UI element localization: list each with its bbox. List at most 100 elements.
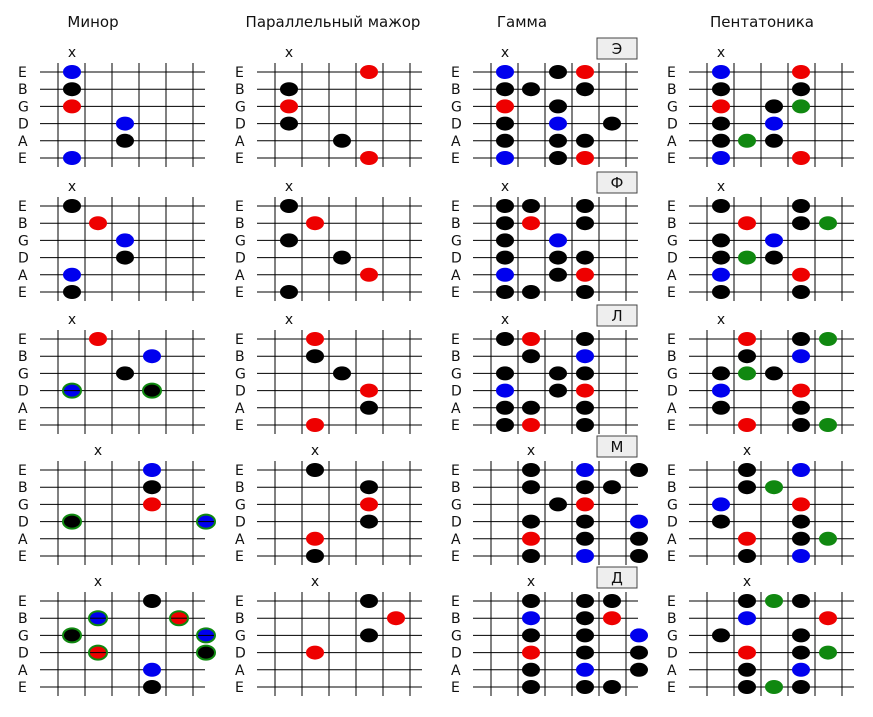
note-dot-other (549, 99, 567, 114)
note-dot-other (603, 594, 621, 608)
note-dot-third (792, 65, 810, 79)
string-label: E (667, 594, 676, 610)
note-dot-other (630, 463, 648, 477)
note-dot-root (630, 628, 648, 643)
note-dot-other (63, 82, 81, 97)
string-label: D (667, 646, 678, 662)
string-label: A (667, 663, 677, 679)
note-dot-other (792, 531, 810, 546)
string-label: A (18, 663, 28, 679)
note-dot-other (496, 400, 514, 415)
note-dot-other (712, 133, 730, 148)
note-dot-other (712, 199, 730, 213)
note-dot-root (576, 662, 594, 677)
note-dot-other (522, 349, 540, 364)
note-dot-other (576, 82, 594, 97)
note-dot-root (792, 349, 810, 364)
note-dot-other (496, 199, 514, 213)
note-dot-other (360, 514, 378, 529)
note-dot-extra (819, 645, 837, 660)
note-dot-other (522, 662, 540, 677)
note-dot-other (792, 594, 810, 608)
note-dot-other (576, 480, 594, 495)
string-label: E (667, 199, 676, 215)
string-label: D (235, 384, 246, 400)
string-label: B (235, 82, 245, 98)
note-dot-other (280, 199, 298, 213)
string-label: E (18, 65, 27, 81)
note-dot-root (576, 463, 594, 477)
muted-marker: x (311, 574, 319, 590)
string-label: D (451, 251, 462, 267)
note-dot-other (63, 285, 81, 299)
note-dot-third (576, 267, 594, 282)
string-label: E (667, 65, 676, 81)
string-label: E (667, 418, 676, 434)
note-dot-extra (819, 531, 837, 546)
string-label: G (667, 497, 678, 513)
string-label: G (667, 99, 678, 115)
note-dot-other (712, 628, 730, 643)
note-dot-other (712, 233, 730, 248)
note-dot-extra (765, 680, 783, 694)
string-label: E (451, 680, 460, 696)
note-dot-other (792, 680, 810, 694)
note-dot-other (333, 250, 351, 265)
string-label: B (667, 216, 677, 232)
note-dot-root (63, 267, 81, 282)
note-dot-third (792, 267, 810, 282)
string-label: A (18, 401, 28, 417)
note-dot-third (306, 645, 324, 660)
string-label: B (667, 349, 677, 365)
note-dot-third (360, 497, 378, 512)
string-label: E (451, 594, 460, 610)
string-label: G (235, 497, 246, 513)
note-dot-other (522, 480, 540, 495)
muted-marker: x (94, 574, 102, 590)
string-label: A (451, 663, 461, 679)
shape-box (596, 435, 638, 458)
note-dot-other (496, 116, 514, 131)
note-dot-other (143, 594, 161, 608)
string-label: A (451, 134, 461, 150)
muted-marker: x (501, 179, 509, 195)
note-dot-third (576, 383, 594, 398)
note-dot-root (549, 233, 567, 248)
note-dot-other (576, 531, 594, 546)
string-label: D (451, 117, 462, 133)
string-label: E (235, 594, 244, 610)
note-dot-other (792, 82, 810, 97)
string-label: E (667, 549, 676, 565)
note-dot-other (360, 480, 378, 495)
note-dot-other (522, 400, 540, 415)
string-label: A (667, 134, 677, 150)
note-dot-other (792, 199, 810, 213)
string-label: E (451, 418, 460, 434)
note-dot-other (576, 133, 594, 148)
note-dot-other (143, 680, 161, 694)
note-dot-other (496, 366, 514, 381)
shape-box (596, 566, 638, 589)
note-dot-other (360, 400, 378, 415)
string-label: G (451, 99, 462, 115)
note-dot-extra (765, 594, 783, 608)
string-label: B (451, 82, 461, 98)
note-dot-root (116, 116, 134, 131)
string-label: E (235, 332, 244, 348)
muted-marker: x (68, 45, 76, 61)
column-title: Параллельный мажор (246, 13, 421, 31)
note-dot-other (549, 366, 567, 381)
string-label: G (451, 233, 462, 249)
note-dot-root (712, 267, 730, 282)
shape-box (596, 171, 638, 194)
note-dot-other (576, 514, 594, 529)
muted-marker: x (501, 312, 509, 328)
note-dot-other (603, 480, 621, 495)
string-label: B (667, 82, 677, 98)
note-dot-other (522, 82, 540, 97)
